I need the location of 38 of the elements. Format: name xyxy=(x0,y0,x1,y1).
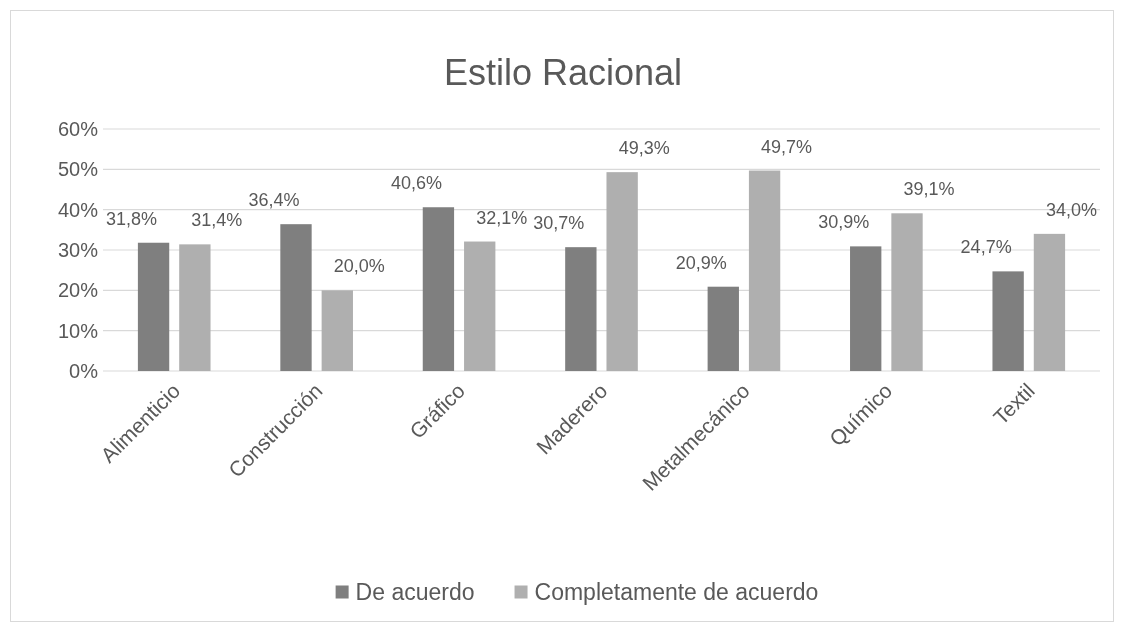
data-label: 31,8% xyxy=(106,208,158,229)
data-label: 20,9% xyxy=(675,252,727,273)
y-tick-label: 30% xyxy=(57,239,99,261)
y-tick-label: 40% xyxy=(57,198,99,221)
y-tick-label: 0% xyxy=(69,360,99,382)
bar xyxy=(1033,233,1066,371)
bar xyxy=(707,286,739,371)
bar xyxy=(280,224,312,371)
data-label: 40,6% xyxy=(390,173,442,194)
bar xyxy=(464,241,496,371)
data-label: 49,7% xyxy=(761,136,813,157)
data-label: 24,7% xyxy=(960,237,1012,258)
bar xyxy=(179,244,211,371)
data-label: 30,7% xyxy=(533,213,585,234)
data-label: 36,4% xyxy=(248,190,300,211)
bar xyxy=(565,247,597,371)
data-label: 31,4% xyxy=(191,210,243,231)
bar xyxy=(606,172,638,371)
bar xyxy=(992,271,1024,371)
legend-label: De acuerdo xyxy=(355,579,475,606)
data-label: 49,3% xyxy=(618,138,670,159)
bar xyxy=(137,242,170,371)
y-tick-label: 60% xyxy=(57,118,99,140)
data-label: 32,1% xyxy=(476,207,528,228)
data-label: 34,0% xyxy=(1045,199,1097,220)
bar xyxy=(321,290,353,371)
bar xyxy=(850,246,882,371)
data-label: 30,9% xyxy=(818,212,870,233)
bar xyxy=(422,207,455,371)
chart-title: Estilo Racional xyxy=(443,52,683,93)
bar xyxy=(748,170,781,371)
bar xyxy=(891,213,923,371)
data-label: 20,0% xyxy=(333,256,385,277)
y-tick-label: 10% xyxy=(57,319,99,342)
y-tick-label: 20% xyxy=(57,279,99,302)
data-label: 39,1% xyxy=(903,179,955,200)
legend-label: Completamente de acuerdo xyxy=(534,579,819,606)
y-tick-label: 50% xyxy=(57,158,99,181)
